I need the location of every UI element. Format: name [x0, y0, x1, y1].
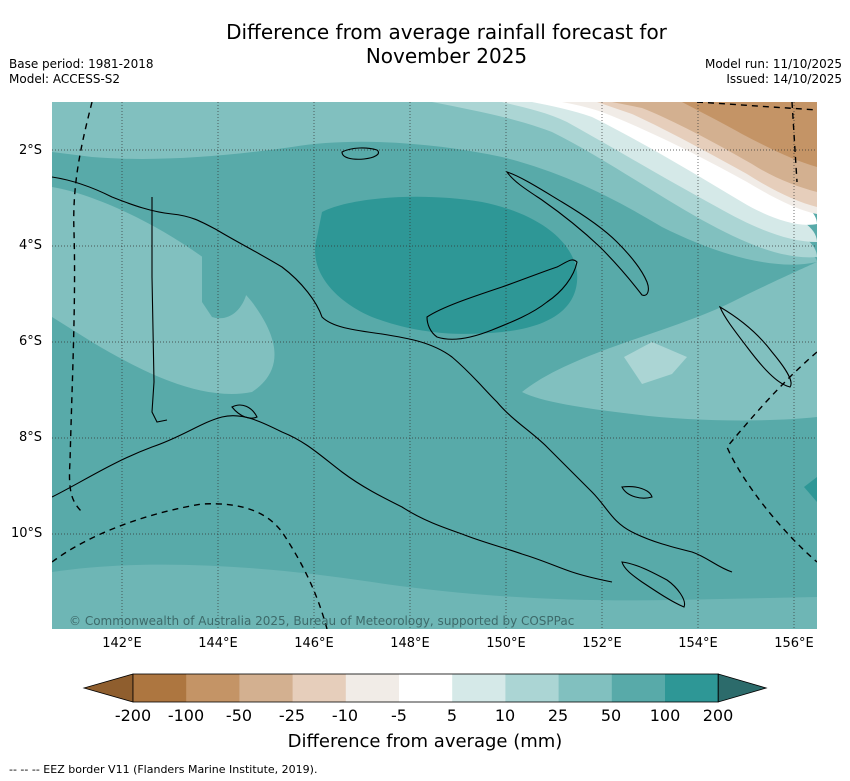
colorbar-swatch — [345, 674, 400, 702]
colorbar-tick: 5 — [446, 706, 458, 725]
field-west-25 — [52, 187, 275, 394]
lon-label: 148°E — [390, 636, 430, 651]
lat-label: 4°S — [19, 238, 43, 253]
lon-label: 142°E — [102, 636, 142, 651]
colorbar-tick: -100 — [167, 706, 205, 725]
colorbar-swatch — [133, 674, 187, 702]
colorbar-tick: 200 — [702, 706, 734, 725]
colorbar-tick: 50 — [600, 706, 622, 725]
lon-label: 150°E — [486, 636, 526, 651]
map-svg — [52, 102, 817, 629]
lat-label: 6°S — [19, 334, 43, 349]
field-east-25 — [522, 262, 817, 421]
field-north-neg50 — [682, 102, 817, 167]
lon-label: 154°E — [678, 636, 718, 651]
colorbar-arrow-low — [82, 673, 134, 703]
colorbar-tick: -200 — [114, 706, 152, 725]
field-north-white — [532, 102, 817, 225]
colorbar-swatch — [452, 674, 506, 702]
colorbar-swatch — [558, 674, 613, 702]
field-north-5 — [502, 102, 817, 242]
lat-label: 10°S — [11, 526, 43, 541]
eez-borders — [52, 102, 817, 629]
meta-left: Base period: 1981-2018 Model: ACCESS-S2 — [9, 57, 154, 87]
colorbar — [82, 673, 768, 703]
colorbar-swatch — [292, 674, 347, 702]
colorbar-swatch — [611, 674, 666, 702]
colorbar-tick: -50 — [225, 706, 253, 725]
colorbar-border — [132, 673, 719, 703]
title-line-1: Difference from average rainfall forecas… — [226, 20, 667, 44]
field-south-25 — [52, 564, 817, 629]
issued-date: Issued: 14/10/2025 — [726, 72, 842, 86]
colorbar-tick: 25 — [547, 706, 569, 725]
colorbar-tick: 10 — [494, 706, 516, 725]
lat-label: 8°S — [19, 430, 43, 445]
colorbar-swatch — [239, 674, 294, 702]
colorbar-swatch — [186, 674, 240, 702]
colorbar-swatch — [665, 674, 719, 702]
lat-label: 2°S — [19, 143, 43, 158]
colorbar-tick: -5 — [391, 706, 407, 725]
chart-title: Difference from average rainfall forecas… — [0, 20, 850, 68]
field-center-100 — [315, 196, 578, 334]
title-line-2: November 2025 — [365, 44, 528, 68]
lon-label: 156°E — [774, 636, 814, 651]
lon-label: 144°E — [198, 636, 238, 651]
field-west-50 — [202, 222, 248, 319]
lon-label: 146°E — [294, 636, 334, 651]
field-east-100 — [804, 477, 817, 502]
meta-right: Model run: 11/10/2025 Issued: 14/10/2025 — [705, 57, 842, 87]
colorbar-arrow-high — [717, 673, 768, 703]
colorbar-tick: 100 — [649, 706, 681, 725]
colorbar-tick: -25 — [278, 706, 306, 725]
colorbar-tick: -10 — [331, 706, 359, 725]
model-name: Model: ACCESS-S2 — [9, 72, 121, 86]
colorbar-swatch — [505, 674, 560, 702]
lon-label: 152°E — [582, 636, 622, 651]
rainfall-map — [52, 102, 817, 629]
eez-footnote: -- -- -- EEZ border V11 (Flanders Marine… — [9, 763, 318, 776]
colorbar-title: Difference from average (mm) — [287, 731, 563, 752]
field-north-10 — [432, 102, 817, 258]
coastlines — [52, 147, 792, 608]
model-run: Model run: 11/10/2025 — [704, 57, 842, 71]
gridlines — [52, 102, 817, 629]
base-period: Base period: 1981-2018 — [9, 57, 154, 71]
colorbar-swatch — [399, 674, 453, 702]
copyright-notice: © Commonwealth of Australia 2025, Bureau… — [69, 614, 575, 628]
field-east-10 — [624, 342, 687, 384]
